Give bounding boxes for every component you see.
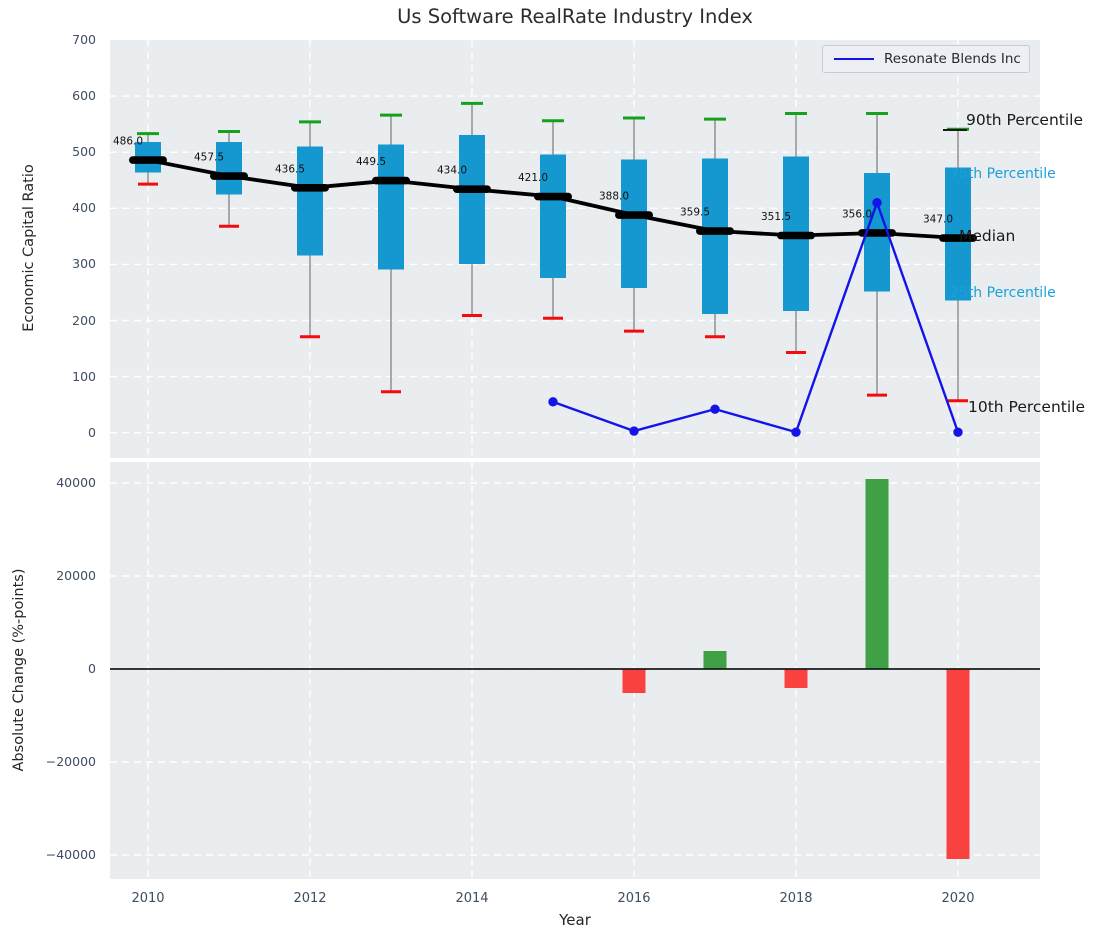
y-tick-label: 100 [72,368,96,384]
change-bar [703,650,727,669]
y-tick-label: 500 [72,144,96,160]
median-value-label: 449.5 [356,156,386,168]
y-tick-label: 300 [72,256,96,272]
y-tick-label: 600 [72,88,96,104]
annotation-90th-percentile: 90th Percentile [966,111,1084,130]
median-marker [372,176,410,185]
median-marker [210,172,248,180]
change-bar [622,669,646,694]
x-tick-label: 2020 [941,891,975,906]
median-marker [291,184,329,192]
legend: Resonate Blends Inc [822,45,1030,73]
company-series-point [791,427,801,437]
iqr-box [216,142,242,195]
median-marker [696,227,734,235]
annotation-leader-90th [943,129,967,132]
median-marker [939,234,977,242]
median-marker [777,231,815,240]
x-tick-label: 2016 [617,891,651,906]
top-plot-area: 486.0 457.5 436.5 449.5 434.0 421.0 388.0 359.5… [110,40,1040,458]
y-tick-label: 0 [88,424,96,440]
annotation-10th-percentile: 10th Percentile [968,398,1086,417]
x-tick-label: 2012 [293,891,327,906]
annotation-median: Median [959,227,1016,246]
company-series-point [953,427,963,437]
annotation-75th-percentile: 75th Percentile [950,166,1056,183]
iqr-box [945,167,971,301]
y-tick-label: 0 [88,661,96,676]
x-tick-label: 2014 [455,891,489,906]
median-value-label: 436.5 [275,163,305,175]
y-axis-label-top: Economic Capital Ratio [21,164,37,332]
y-tick-label: 20000 [56,568,96,583]
median-marker [858,229,896,237]
median-marker [453,185,491,194]
median-value-label: 434.0 [437,165,467,177]
company-series-line [552,201,960,434]
company-series-point [710,404,720,414]
median-value-label: 457.5 [194,152,224,164]
y-tick-label: 200 [72,312,96,328]
median-value-label: 356.0 [842,208,872,220]
y-tick-label: 700 [72,32,96,47]
iqr-box [378,144,404,270]
iqr-box [459,134,485,264]
chart-title: Us Software RealRate Industry Index [397,5,753,28]
x-tick-label: 2010 [131,891,165,906]
iqr-box [621,159,647,288]
iqr-box [540,154,566,278]
median-value-label: 359.5 [680,207,710,219]
legend-line-swatch [834,58,874,60]
change-bar [784,669,808,689]
median-marker [534,192,572,201]
median-marker [615,211,653,219]
x-tick-label: 2018 [779,891,813,906]
median-value-label: 388.0 [599,191,629,203]
box-chart-canvas: 486.0 457.5 436.5 449.5 434.0 421.0 388.0 359.5… [110,40,1040,458]
median-value-label: 486.0 [113,136,143,148]
iqr-box [702,158,728,314]
change-bar [865,478,889,669]
annotation-25th-percentile: 25th Percentile [950,285,1056,302]
company-series-point [872,197,882,208]
company-series-point [629,426,639,436]
iqr-box [297,146,323,256]
company-series-point [548,397,558,407]
median-marker [129,156,167,164]
median-value-label: 351.5 [761,211,791,223]
median-value-label: 347.0 [923,214,953,226]
bar-chart-canvas [110,462,1040,879]
y-tick-label: −20000 [45,754,96,769]
x-axis-label: Year [559,911,591,929]
median-value-label: 421.0 [518,172,548,184]
legend-label: Resonate Blends Inc [884,51,1021,67]
y-tick-label: −40000 [45,847,96,862]
y-tick-label: 400 [72,200,96,216]
y-tick-label: 40000 [56,475,96,490]
change-bar [946,669,970,860]
bottom-plot-area [110,462,1040,879]
y-axis-label-bottom: Absolute Change (%-points) [11,568,27,772]
